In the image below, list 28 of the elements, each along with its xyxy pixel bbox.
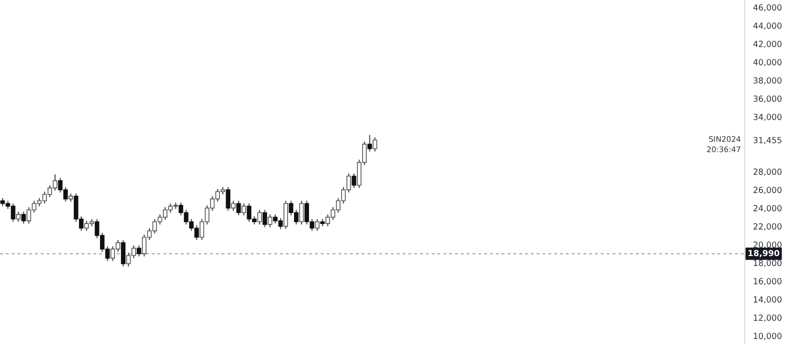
- y-tick-label: 38,000: [754, 77, 782, 84]
- y-tick-label: 16,000: [754, 278, 782, 286]
- candlestick: [16, 211, 21, 222]
- candlestick: [231, 200, 236, 212]
- candlestick: [257, 209, 262, 226]
- y-tick-label: 34,000: [754, 114, 782, 121]
- ref-line-label: 18,990: [748, 250, 780, 258]
- candlestick: [268, 214, 272, 228]
- candlestick: [372, 136, 378, 152]
- y-tick-label: 10,000: [754, 332, 782, 340]
- y-tick-label: 26,000: [754, 186, 782, 194]
- y-tick-label: 28,000: [754, 168, 782, 176]
- y-tick-label: 22,000: [754, 223, 782, 230]
- y-tick-label: 46,000: [753, 4, 782, 12]
- candlestick: [242, 202, 246, 216]
- candlestick: [314, 218, 320, 232]
- y-tick-label: 31,455: [754, 137, 782, 144]
- y-tick-label: 24,000: [754, 205, 782, 212]
- y-tick-label: 14,000: [754, 296, 782, 304]
- y-tick-label: 44,000: [753, 22, 782, 30]
- candlestick: [284, 200, 288, 230]
- y-tick-label: 42,000: [753, 40, 782, 48]
- y-tick-label: 36,000: [754, 96, 782, 103]
- y-tick-label: 40,000: [753, 59, 782, 66]
- y-tick-label: 12,000: [754, 314, 782, 322]
- y-tick-label: 18,000: [754, 260, 782, 267]
- candlestick: [299, 200, 304, 226]
- y-tick-label: 20,000: [754, 242, 782, 249]
